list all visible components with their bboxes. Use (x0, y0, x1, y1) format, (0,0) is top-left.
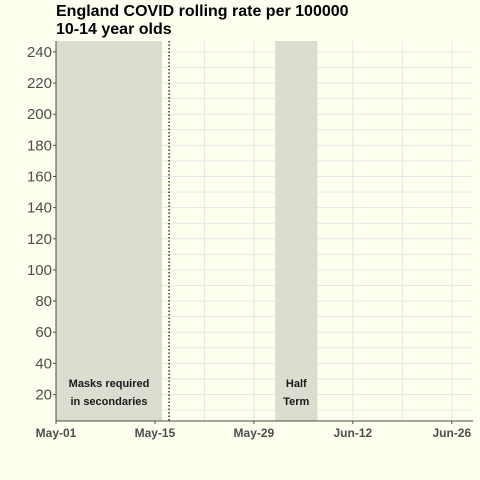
y-tick-label: 80 (35, 293, 52, 310)
x-tick-label: May-15 (135, 426, 176, 440)
x-axis-ticks: May-01 May-15 May-29 Jun-12 Jun-26 (36, 421, 471, 440)
y-tick-label: 220 (27, 75, 52, 92)
y-tick-label: 180 (27, 137, 52, 154)
y-tick-label: 40 (35, 355, 52, 372)
x-tick-label: Jun-26 (432, 426, 471, 440)
shaded-period-1 (56, 41, 163, 421)
x-tick-label: Jun-12 (334, 426, 373, 440)
y-tick-label: 20 (35, 387, 52, 404)
chart-title: England COVID rolling rate per 100000 (56, 3, 349, 20)
x-tick-label: May-29 (234, 426, 275, 440)
period-label-1-line-1: Masks required (69, 378, 150, 390)
y-tick-label: 140 (27, 200, 52, 217)
period-label-1-line-2: in secondaries (70, 396, 147, 408)
period-annotations: Masks required in secondaries Half Term (69, 378, 310, 408)
period-label-2-line-1: Half (286, 378, 307, 390)
y-axis-ticks: 20 40 60 80 100 120 140 160 180 200 220 240 (27, 44, 56, 404)
y-tick-label: 120 (27, 231, 52, 248)
x-tick-label: May-01 (36, 426, 77, 440)
y-tick-label: 160 (27, 168, 52, 185)
shaded-periods (56, 41, 318, 421)
y-tick-label: 100 (27, 262, 52, 279)
y-tick-label: 200 (27, 106, 52, 123)
y-tick-label: 60 (35, 324, 52, 341)
y-tick-label: 240 (27, 44, 52, 61)
chart-subtitle: 10-14 year olds (56, 21, 172, 38)
plot-panel: Masks required in secondaries Half Term (55, 41, 473, 422)
shaded-period-2 (275, 41, 318, 421)
period-label-2-line-2: Term (283, 396, 309, 408)
